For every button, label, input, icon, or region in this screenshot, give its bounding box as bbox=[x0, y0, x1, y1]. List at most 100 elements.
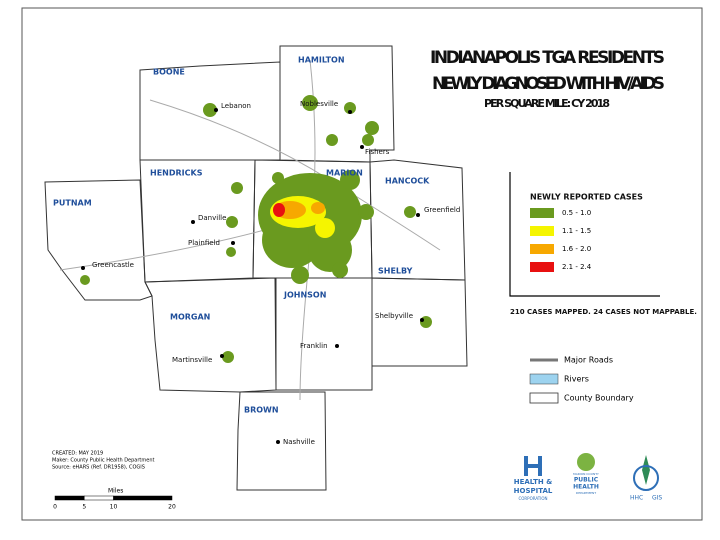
river-swatch bbox=[529, 373, 559, 385]
map-shape bbox=[203, 103, 217, 117]
county-label: PUTNAM bbox=[53, 199, 92, 208]
map: BOONE HAMILTON HENDRICKS MARION HANCOCK … bbox=[44, 45, 468, 491]
legend-label: 1.6 - 2.0 bbox=[562, 245, 591, 253]
map-shape bbox=[231, 182, 243, 194]
map-shape bbox=[420, 316, 432, 328]
scale-title: Miles bbox=[108, 488, 123, 495]
legend-items: 0.5 - 1.0 1.1 - 1.5 1.6 - 2.0 2.1 - 2.4 bbox=[530, 208, 592, 272]
credit: Source: eHARS (Ref. DR1958), COGIS bbox=[52, 465, 145, 471]
map-shape bbox=[420, 318, 424, 322]
county-label: MORGAN bbox=[170, 313, 210, 322]
map-shape bbox=[276, 440, 280, 444]
legend-frame bbox=[509, 172, 660, 297]
legend-swatch bbox=[530, 226, 554, 236]
scale-tick: 0 bbox=[53, 504, 57, 511]
map-shape bbox=[226, 216, 238, 228]
county-shelby bbox=[371, 277, 468, 367]
scale-tick: 5 bbox=[82, 504, 86, 511]
legend-swatch bbox=[530, 208, 554, 218]
title: NEWLY DIAGNOSED WITH HIV/AIDS bbox=[432, 74, 665, 94]
city-label: Greenfield bbox=[424, 206, 460, 214]
map-shape bbox=[332, 262, 348, 278]
map-shape bbox=[191, 220, 195, 224]
city-label: Lebanon bbox=[221, 102, 251, 110]
county-label: HENDRICKS bbox=[150, 169, 203, 178]
map-shape bbox=[326, 134, 338, 146]
map-shape bbox=[404, 206, 416, 218]
reference-label: Rivers bbox=[564, 375, 589, 384]
scale-bar: 0 5 10 20 bbox=[53, 495, 176, 511]
county-swatch bbox=[529, 392, 559, 404]
map-shape bbox=[291, 266, 309, 284]
logo-text: MARION COUNTY bbox=[573, 472, 599, 476]
map-shape bbox=[524, 456, 542, 476]
city-label: Shelbyville bbox=[375, 312, 413, 320]
map-shape bbox=[226, 247, 236, 257]
logo-text: CORPORATION bbox=[518, 496, 547, 501]
map-shape bbox=[577, 453, 595, 471]
legend-label: 0.5 - 1.0 bbox=[562, 209, 591, 217]
legend-label: 1.1 - 1.5 bbox=[562, 227, 591, 235]
legend-label: 2.1 - 2.4 bbox=[562, 263, 592, 271]
city-label: Danville bbox=[198, 214, 226, 222]
legend-swatch bbox=[530, 262, 554, 272]
credit: Maker: County Public Health Department bbox=[52, 458, 155, 464]
logo-text: HOSPITAL bbox=[514, 487, 553, 495]
map-shape bbox=[214, 108, 218, 112]
scale-tick: 20 bbox=[168, 504, 176, 511]
scale-tick: 10 bbox=[110, 504, 118, 511]
map-shape bbox=[365, 121, 379, 135]
scale-segment bbox=[54, 495, 85, 501]
county-putnam bbox=[44, 179, 153, 301]
county-label: JOHNSON bbox=[283, 291, 326, 300]
logo-text: HEALTH bbox=[573, 484, 599, 491]
county-label: BOONE bbox=[153, 68, 185, 77]
hotspot-orange bbox=[311, 202, 325, 214]
county-label: MARION bbox=[326, 169, 363, 178]
note: 210 CASES MAPPED. 24 CASES NOT MAPPABLE. bbox=[510, 308, 697, 316]
legend-swatch bbox=[530, 244, 554, 254]
map-shape bbox=[272, 172, 284, 184]
logo-text: HEALTH & bbox=[514, 478, 553, 486]
map-shape bbox=[358, 204, 374, 220]
reference-label: County Boundary bbox=[564, 394, 634, 403]
logo-text: DEPARTMENT bbox=[576, 491, 596, 495]
county-brown bbox=[236, 391, 327, 491]
scale-segment bbox=[113, 495, 173, 501]
logo-text: HHC bbox=[630, 495, 643, 502]
reference-label: Major Roads bbox=[564, 356, 613, 365]
map-shape bbox=[348, 110, 352, 114]
map-shape bbox=[80, 275, 90, 285]
city-label: Nashville bbox=[283, 438, 315, 446]
county-label: HAMILTON bbox=[298, 56, 345, 65]
city-label: Franklin bbox=[300, 342, 328, 350]
county-hancock bbox=[369, 159, 466, 281]
city-label: Plainfield bbox=[188, 239, 220, 247]
hotspot-red bbox=[273, 203, 285, 217]
map-shape bbox=[416, 213, 420, 217]
map-shape bbox=[308, 228, 352, 272]
map-shape bbox=[222, 351, 234, 363]
map-shape bbox=[340, 170, 360, 190]
logo-text: GIS bbox=[652, 495, 662, 502]
subtitle: PER SQUARE MILE: CY 2018 bbox=[484, 97, 610, 110]
legend-title: NEWLY REPORTED CASES bbox=[530, 193, 643, 202]
city-label: Greencastle bbox=[92, 261, 134, 269]
credit: CREATED: MAY 2019 bbox=[52, 451, 103, 457]
map-shape bbox=[81, 266, 85, 270]
hotspot-yellow bbox=[315, 218, 335, 238]
logos: HEALTH & HOSPITAL CORPORATION MARION COU… bbox=[514, 453, 662, 502]
city-label: Noblesville bbox=[300, 100, 338, 108]
title: INDIANAPOLIS TGA RESIDENTS bbox=[430, 48, 665, 68]
county-label: HANCOCK bbox=[385, 177, 430, 186]
map-shape bbox=[633, 465, 659, 491]
city-dots bbox=[81, 108, 424, 444]
county-label: BROWN bbox=[244, 406, 279, 415]
map-shape bbox=[642, 455, 650, 485]
map-shape bbox=[231, 241, 235, 245]
frame bbox=[21, 7, 703, 521]
county-morgan bbox=[144, 277, 277, 393]
city-label: Fishers bbox=[365, 148, 390, 156]
